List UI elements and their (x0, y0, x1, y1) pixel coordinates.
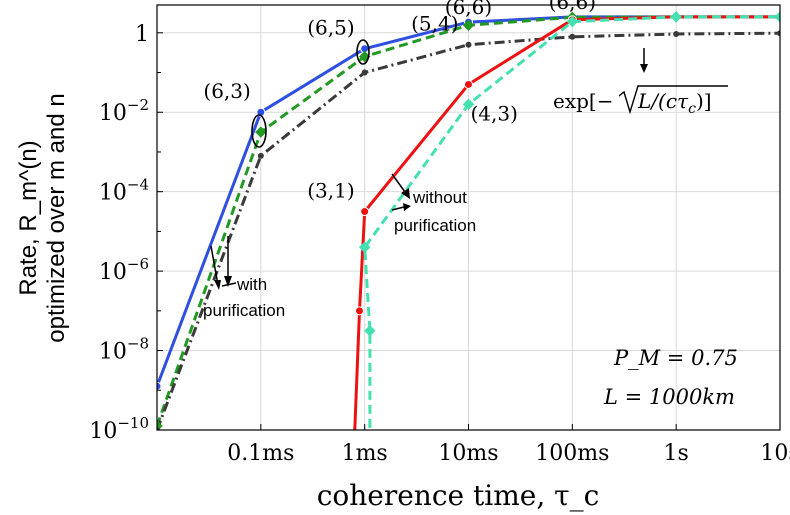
exp-formula-inner: L/(cτc)] (637, 89, 712, 117)
ellipse-65 (356, 39, 370, 65)
x-tick-label: 10ms (438, 441, 498, 466)
series-marker (569, 33, 576, 40)
y-axis-label-line2: optimized over m and n (43, 93, 70, 342)
series-marker (464, 79, 473, 89)
series-marker (465, 41, 472, 48)
y-tick-label: 10−10 (89, 414, 149, 444)
with-arrow-head-2 (224, 276, 232, 287)
point-label: (6,6) (549, 0, 596, 14)
series-marker (157, 427, 160, 430)
param-pm: P_M = 0.75 (613, 346, 738, 370)
series-marker (358, 241, 371, 253)
with-arrow-line (210, 245, 219, 286)
with-arrow-head (214, 280, 221, 290)
series-marker (774, 11, 780, 23)
exp-suffix: )] (696, 89, 712, 113)
y-axis-label-line1: Rate, R_m^(n) (15, 140, 42, 295)
exp-arrow-head (640, 64, 648, 73)
y-axis-label: Rate, R_m^(n) optimized over m and n (15, 93, 70, 342)
marker-layer (157, 11, 780, 430)
series-marker (157, 381, 162, 391)
series-marker (360, 207, 370, 217)
label-layer: (6,3)(6,5)(6,6) (6,6)(5,4)(4,3)(3,1) (203, 0, 596, 203)
with-label-2: purification (203, 301, 285, 320)
exp-sub: c (688, 101, 696, 117)
point-label: (4,3) (471, 101, 518, 125)
y-tick-label: 10−2 (99, 96, 149, 126)
with-arrow-short (221, 282, 237, 287)
series-marker (255, 126, 267, 138)
sqrt-symbol (618, 85, 728, 115)
y-tick-label: 10−6 (99, 255, 149, 285)
ticklabel-layer: 0.1ms 1ms 10ms 100ms 1s 10s 1 10−2 10−4 10−6 10−8 1… (89, 22, 790, 466)
point-label: (5,4) (411, 12, 458, 36)
y-tick-label: 1 (135, 22, 149, 47)
series-marker (257, 152, 264, 159)
ellipse-63 (251, 114, 267, 148)
series-marker (673, 30, 680, 37)
point-label: (3,1) (307, 179, 354, 203)
without-arrow-head-2 (403, 203, 411, 211)
without-label-2: purification (394, 216, 476, 235)
without-arrow-short (391, 206, 405, 211)
exp-formula-prefix: exp[− (553, 89, 613, 113)
series-marker (364, 324, 376, 337)
x-tick-label: 0.1ms (227, 441, 294, 466)
x-tick-label: 1ms (342, 441, 388, 466)
exp-inner-text: L/(cτ (637, 89, 689, 113)
without-label-1: without (412, 188, 467, 207)
series-marker (566, 15, 579, 28)
x-axis-label: coherence time, τ_c (317, 479, 600, 512)
series-marker (462, 98, 475, 111)
without-arrow-line (391, 173, 406, 193)
without-arrow-head (401, 188, 410, 199)
series-marker (777, 30, 780, 37)
y-tick-label: 10−4 (99, 176, 149, 206)
point-label: (6,5) (307, 16, 354, 40)
series-marker (361, 69, 368, 76)
point-label: (6,3) (203, 79, 250, 103)
x-tick-label: 100ms (535, 441, 609, 466)
with-label-1: with (236, 275, 267, 294)
axis-layer (156, 4, 781, 431)
y-tick-label: 10−8 (99, 335, 149, 365)
series-marker (670, 11, 682, 23)
series-marker (354, 306, 364, 316)
param-l: L = 1000km (603, 385, 735, 409)
x-tick-label: 10s (760, 441, 790, 466)
series-marker (462, 19, 475, 31)
x-tick-label: 1s (664, 441, 689, 466)
annotation-layer: with purification without purification e… (203, 39, 738, 409)
